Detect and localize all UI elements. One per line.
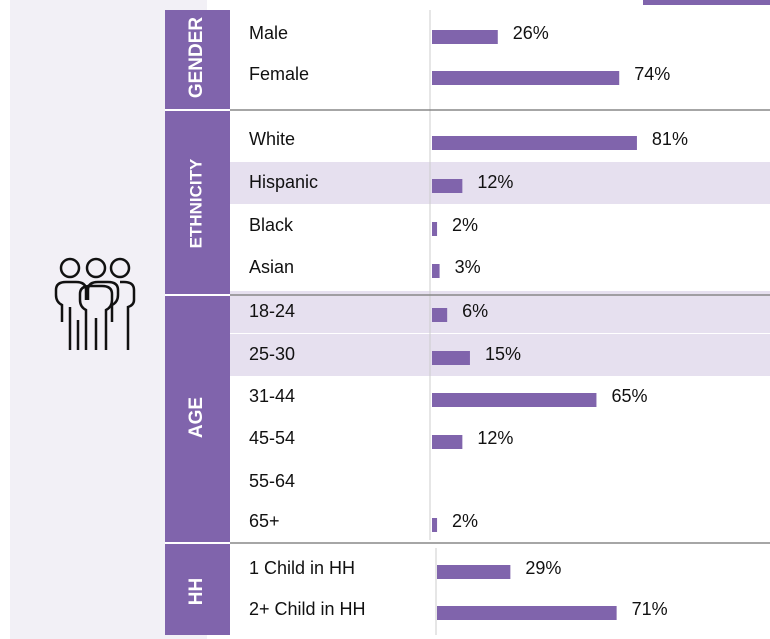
category-label: 2+ Child in HH	[249, 599, 366, 619]
value-label: 74%	[634, 64, 670, 84]
value-label: 12%	[477, 428, 513, 448]
category-label: 1 Child in HH	[249, 558, 355, 578]
people-icon	[54, 257, 136, 350]
category-label: Black	[249, 215, 294, 235]
category-label: 45-54	[249, 428, 295, 448]
bar	[432, 351, 470, 365]
value-label: 6%	[462, 301, 488, 321]
category-label: Female	[249, 64, 309, 84]
row-highlight	[230, 291, 770, 333]
bar	[432, 71, 620, 85]
bar	[432, 264, 440, 278]
bar	[432, 222, 438, 236]
category-label: Asian	[249, 257, 294, 277]
value-label: 29%	[525, 558, 561, 578]
category-label: 25-30	[249, 344, 295, 364]
group-label: HH	[186, 578, 207, 605]
value-label: 71%	[632, 599, 668, 619]
category-label: Hispanic	[249, 172, 318, 192]
value-label: 15%	[485, 344, 521, 364]
bar	[432, 136, 637, 150]
value-label: 12%	[477, 172, 513, 192]
bar	[437, 606, 617, 620]
bar	[432, 308, 448, 322]
bar	[432, 179, 463, 193]
value-label: 65%	[611, 386, 647, 406]
value-label: 2%	[452, 511, 478, 531]
bar	[432, 518, 438, 532]
category-label: 31-44	[249, 386, 295, 406]
row-highlight	[230, 334, 770, 376]
group-column	[165, 10, 230, 635]
bar	[432, 435, 463, 449]
group-label: AGE	[186, 397, 207, 438]
category-label: Male	[249, 23, 288, 43]
value-label: 3%	[455, 257, 481, 277]
bar	[437, 565, 511, 579]
group-label: ETHNICITY	[186, 158, 205, 248]
value-label: 81%	[652, 129, 688, 149]
row-highlight	[230, 162, 770, 204]
group-label: GENDER	[186, 17, 207, 99]
top-accent	[643, 0, 770, 5]
value-label: 2%	[452, 215, 478, 235]
value-label: 26%	[513, 23, 549, 43]
bar	[432, 393, 597, 407]
category-label: White	[249, 129, 295, 149]
bar	[432, 30, 498, 44]
category-label: 55-64	[249, 471, 295, 491]
category-label: 65+	[249, 511, 280, 531]
category-label: 18-24	[249, 301, 295, 321]
